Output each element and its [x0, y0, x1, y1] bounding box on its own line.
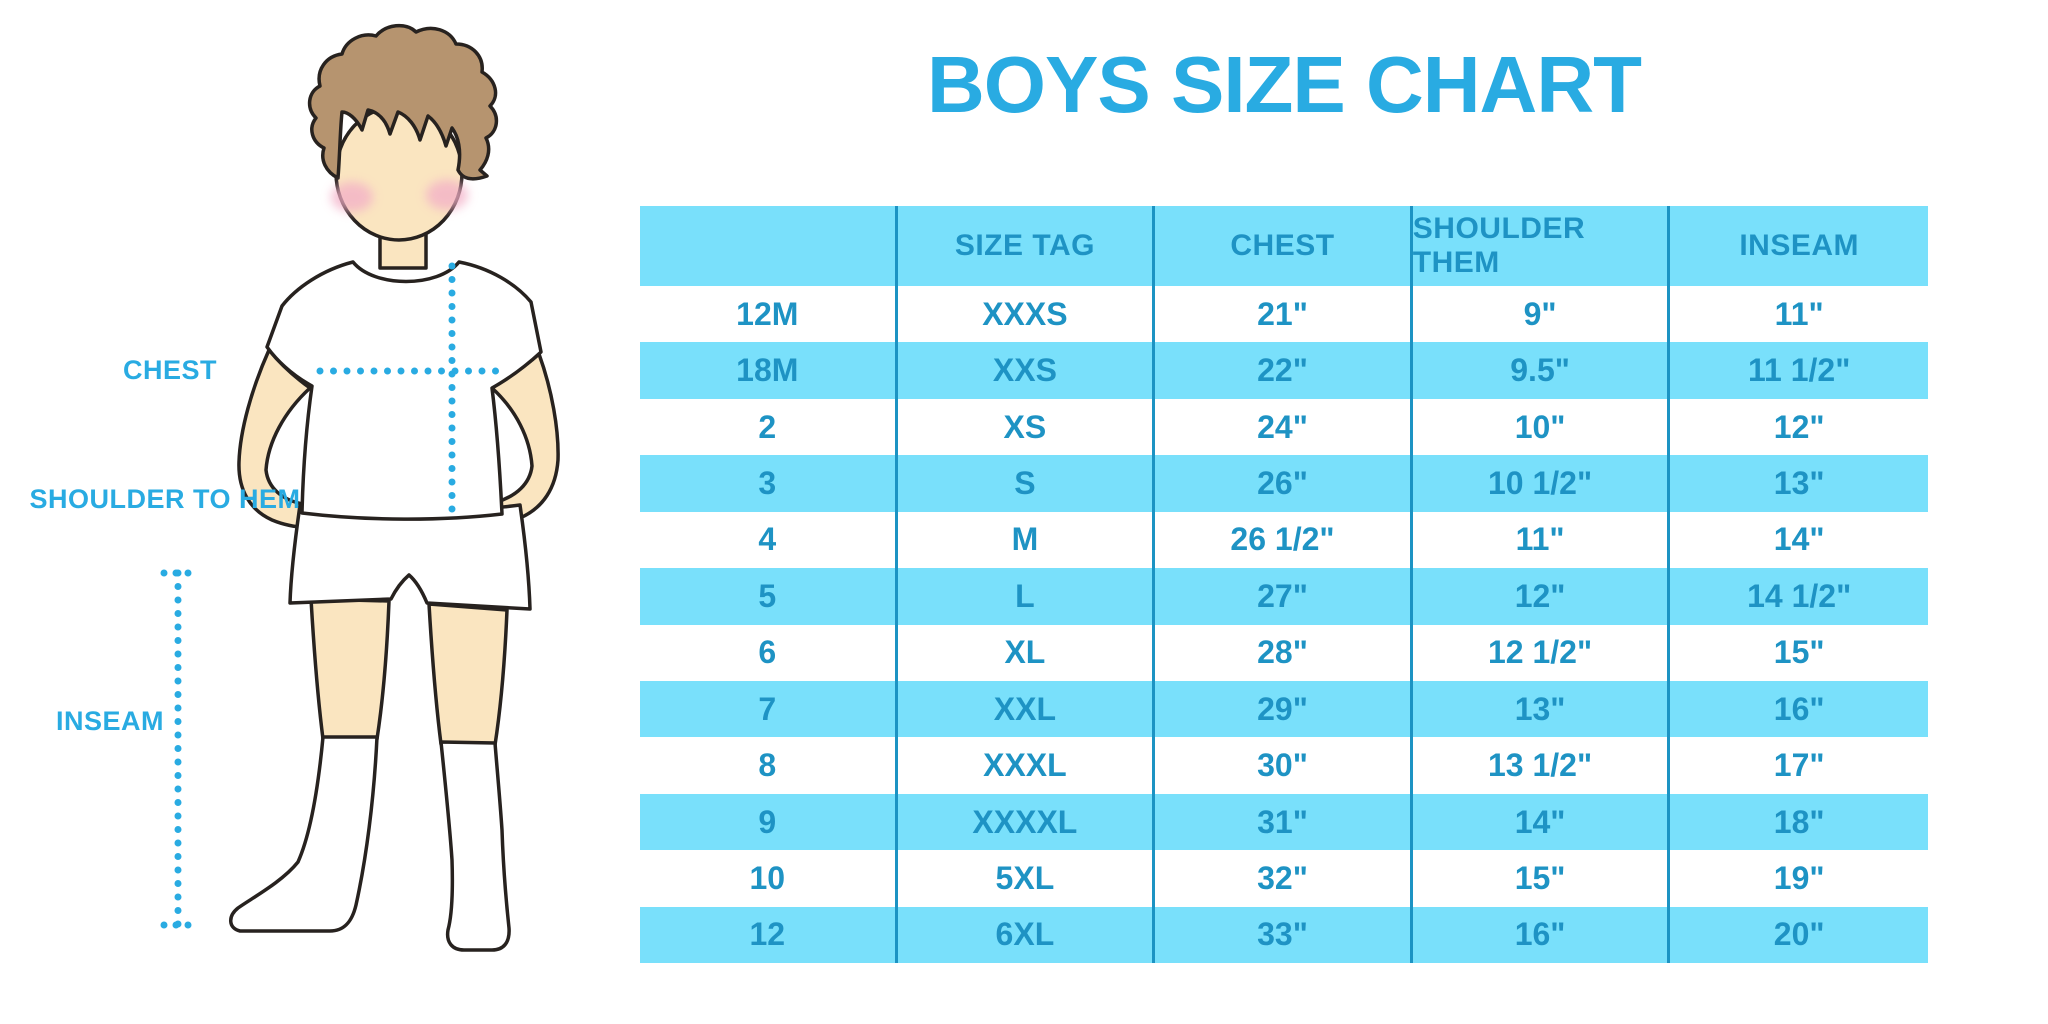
size-table: SIZE TAG CHEST SHOULDER THEM INSEAM 12M … [640, 206, 1928, 964]
table-row: 6 XL 28" 12 1/2" 15" [640, 624, 1928, 681]
table-row: 3 S 26" 10 1/2" 13" [640, 455, 1928, 512]
hair-shape [307, 23, 499, 181]
cell-chest: 29" [1155, 680, 1413, 738]
cell-size-tag: XS [898, 398, 1156, 456]
cell-shoulder: 10 1/2" [1413, 455, 1671, 512]
cell-size-tag: S [898, 455, 1156, 512]
left-leg-shape [309, 597, 391, 741]
shoulder-to-hem-label: SHOULDER TO HEM [29, 484, 301, 514]
cell-inseam: 18" [1773, 803, 1825, 840]
cell-size: 10 [640, 850, 898, 907]
tshirt-shape [265, 260, 543, 521]
cell-shoulder: 12 1/2" [1413, 624, 1671, 681]
cell-size: 18M [640, 342, 898, 399]
cell-size-tag: XXS [898, 342, 1156, 399]
cell-size: 12 [640, 906, 898, 964]
chest-label: CHEST [122, 355, 217, 385]
table-row: 4 M 26 1/2" 11" 14" [640, 511, 1928, 569]
table-row: 18M XXS 22" 9.5" 11 1/2" [640, 342, 1928, 399]
cell-shoulder: 9.5" [1413, 342, 1671, 399]
left-cheek-blush [331, 182, 373, 212]
cell-inseam: 16" [1773, 690, 1825, 727]
cell-shoulder: 13 1/2" [1413, 737, 1671, 794]
cell-chest: 24" [1155, 398, 1413, 456]
page-title: BOYS SIZE CHART [927, 40, 1642, 129]
cell-shoulder: 16" [1413, 906, 1671, 964]
cell-size-tag: XXXXL [898, 793, 1156, 851]
table-row: 2 XS 24" 10" 12" [640, 398, 1928, 456]
cell-inseam: 19" [1773, 859, 1825, 896]
cell-size: 9 [640, 793, 898, 851]
cell-chest: 21" [1155, 286, 1413, 343]
table-header-row: SIZE TAG CHEST SHOULDER THEM INSEAM [640, 206, 1928, 286]
cell-shoulder: 9" [1413, 286, 1671, 343]
boy-illustration [160, 23, 560, 952]
cell-size: 12M [640, 286, 898, 343]
header-cell-blank [640, 206, 898, 286]
table-row: 5 L 27" 12" 14 1/2" [640, 568, 1928, 625]
cell-inseam: 11 1/2" [1747, 352, 1851, 389]
cell-size: 7 [640, 680, 898, 738]
table-row: 7 XXL 29" 13" 16" [640, 680, 1928, 738]
cell-inseam: 11" [1774, 295, 1824, 332]
header-cell-size-tag: SIZE TAG [898, 206, 1156, 286]
table-row: 9 XXXXL 31" 14" 18" [640, 793, 1928, 851]
header-cell-inseam: INSEAM [1739, 229, 1860, 262]
cell-shoulder: 12" [1413, 568, 1671, 625]
right-sock-shape [439, 740, 511, 952]
right-leg-shape [427, 602, 509, 747]
cell-chest: 26" [1155, 455, 1413, 512]
cell-chest: 30" [1155, 737, 1413, 794]
table-row: 8 XXXL 30" 13 1/2" 17" [640, 737, 1928, 794]
header-cell-chest: CHEST [1155, 206, 1413, 286]
right-cheek-blush [426, 180, 468, 210]
cell-inseam: 12" [1773, 408, 1825, 445]
cell-shoulder: 11" [1413, 511, 1671, 569]
cell-size: 4 [640, 511, 898, 569]
cell-size: 5 [640, 568, 898, 625]
cell-size-tag: XXXS [898, 286, 1156, 343]
cell-chest: 33" [1155, 906, 1413, 964]
cell-inseam: 17" [1773, 747, 1825, 784]
cell-shoulder: 10" [1413, 398, 1671, 456]
cell-size-tag: L [898, 568, 1156, 625]
inseam-label: INSEAM [55, 706, 164, 736]
cell-size-tag: XL [898, 624, 1156, 681]
cell-chest: 27" [1155, 568, 1413, 625]
cell-size: 3 [640, 455, 898, 512]
cell-shoulder: 13" [1413, 680, 1671, 738]
cell-size: 6 [640, 624, 898, 681]
left-sock-shape [229, 735, 379, 933]
cell-size-tag: XXXL [898, 737, 1156, 794]
header-cell-shoulder: SHOULDER THEM [1413, 206, 1671, 286]
cell-inseam: 15" [1773, 634, 1825, 671]
cell-chest: 26 1/2" [1155, 511, 1413, 569]
cell-size-tag: 5XL [898, 850, 1156, 907]
cell-size: 8 [640, 737, 898, 794]
table-row: 12 6XL 33" 16" 20" [640, 906, 1928, 964]
cell-chest: 22" [1155, 342, 1413, 399]
cell-size-tag: XXL [898, 680, 1156, 738]
cell-inseam: 14" [1773, 521, 1825, 558]
cell-chest: 28" [1155, 624, 1413, 681]
table-row: 10 5XL 32" 15" 19" [640, 850, 1928, 907]
cell-size-tag: M [898, 511, 1156, 569]
cell-chest: 32" [1155, 850, 1413, 907]
cell-chest: 31" [1155, 793, 1413, 851]
cell-inseam: 13" [1773, 464, 1825, 501]
table-row: 12M XXXS 21" 9" 11" [640, 286, 1928, 343]
cell-shoulder: 15" [1413, 850, 1671, 907]
cell-size-tag: 6XL [898, 906, 1156, 964]
cell-inseam: 20" [1773, 916, 1825, 953]
cell-shoulder: 14" [1413, 793, 1671, 851]
cell-size: 2 [640, 398, 898, 456]
cell-inseam: 14 1/2" [1747, 577, 1852, 614]
